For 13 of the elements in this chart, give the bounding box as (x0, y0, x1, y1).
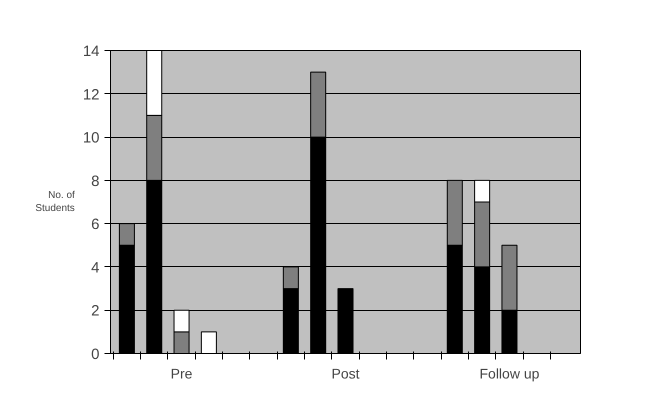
y-tick-label: 4 (91, 259, 100, 276)
y-axis-title: No. of Students (35, 190, 76, 214)
y-tick-label: 0 (91, 346, 100, 363)
text: Post (331, 366, 360, 382)
y-tick-label: 14 (82, 43, 100, 60)
text: Pre (170, 366, 193, 382)
y-tick-label: 12 (82, 86, 100, 104)
y-tick-label: 8 (91, 172, 100, 190)
y-tick-label: 10 (82, 130, 100, 147)
text: Follow up (479, 366, 540, 382)
bar (200, 331, 217, 354)
y-tick-label: 6 (91, 216, 100, 234)
y-tick-label: 2 (91, 302, 100, 320)
